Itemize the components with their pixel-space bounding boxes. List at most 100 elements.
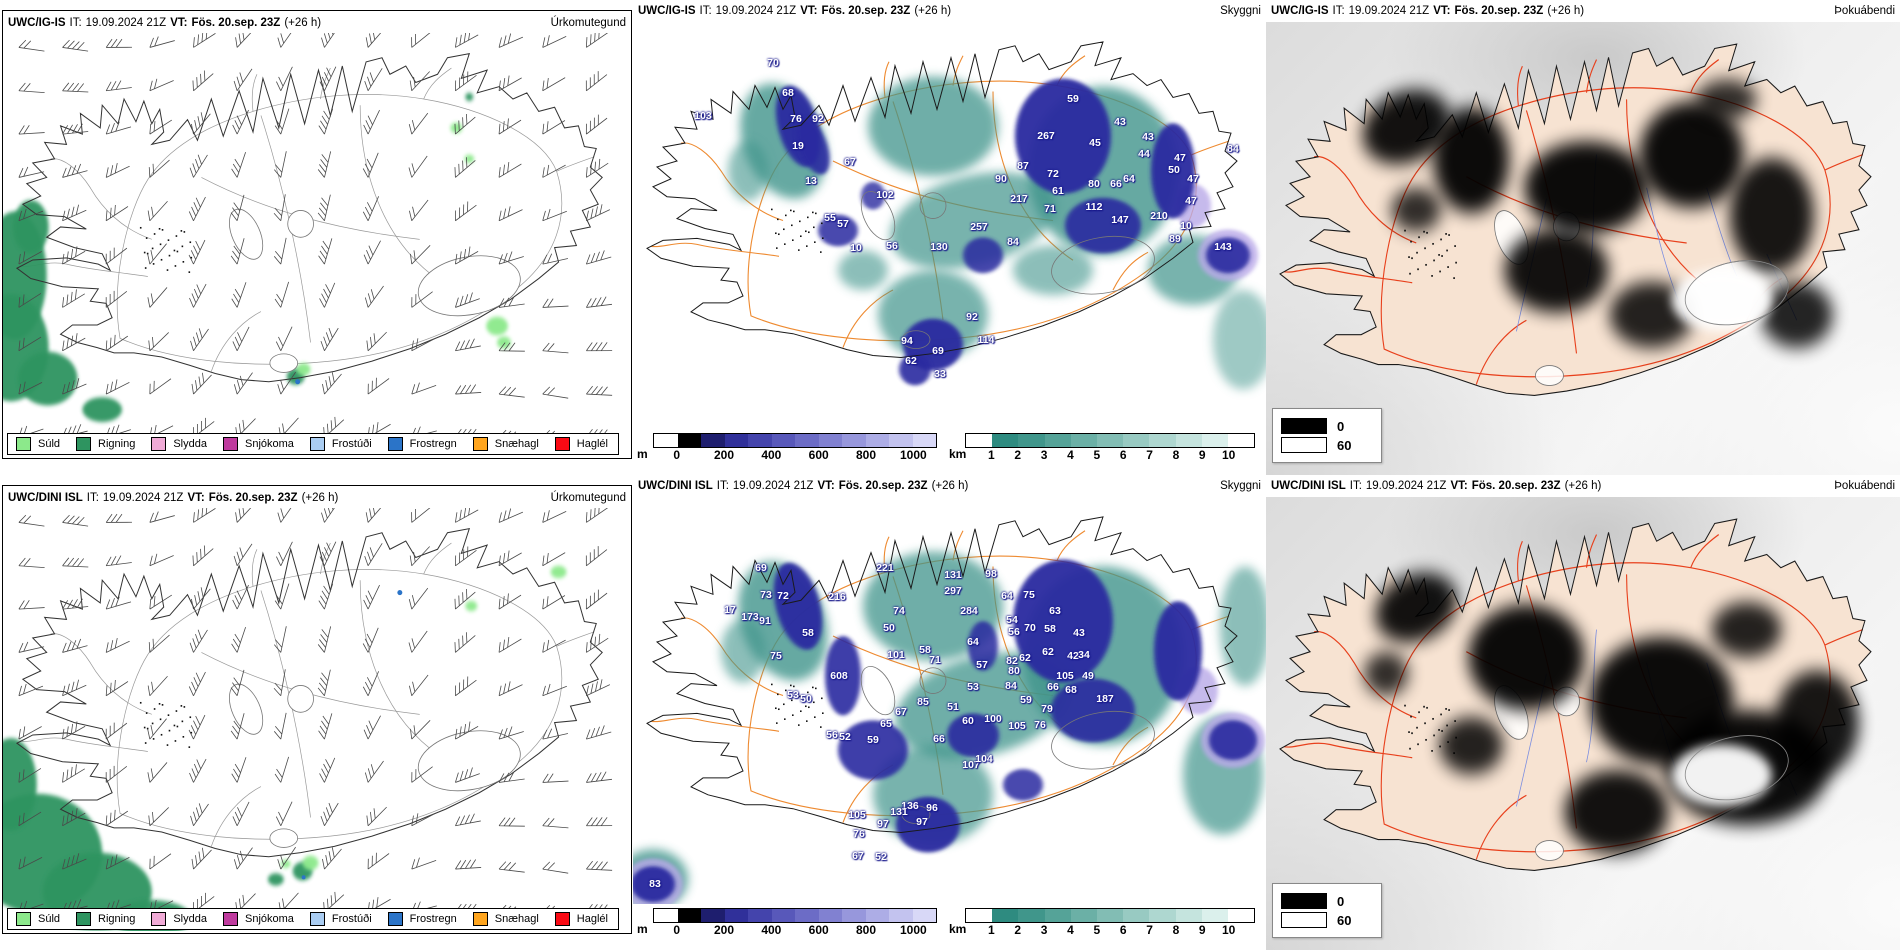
precip-map [3, 508, 631, 931]
colorbar-tick: 800 [855, 448, 877, 462]
panel-fog-igis: UWC/IG-IS IT: 19.09.2024 21Z VT: Fös. 20… [1266, 0, 1900, 475]
map-frame: UWC/DINI ISL IT: 19.09.2024 21Z VT: Fös.… [2, 485, 632, 934]
valid-time-value: Fös. 20.sep. 23Z [838, 480, 928, 492]
valid-time-value: Fös. 20.sep. 23Z [1454, 5, 1544, 17]
colorbar-tick: 7 [1146, 448, 1153, 462]
init-time-value: 19.09.2024 21Z [1348, 5, 1430, 17]
colorbar-tick: 1000 [899, 448, 927, 462]
colorbar-unit: km [949, 447, 967, 461]
colorbar-tick: 1 [988, 923, 995, 937]
legend-label: Frostregn [409, 438, 457, 450]
legend-label: Frostregn [409, 913, 457, 925]
colorbar-tick: 6 [1119, 448, 1127, 462]
colorbar-unit: km [949, 922, 967, 936]
legend-label: Súld [38, 913, 61, 925]
precip-legend-item: Slydda [151, 437, 207, 451]
panel-header: UWC/IG-IS IT: 19.09.2024 21Z VT: Fös. 20… [1266, 0, 1900, 22]
colorbar-tick: 800 [855, 923, 877, 937]
legend-label: Frostúði [331, 438, 372, 450]
legend-swatch [387, 437, 403, 451]
colorbar-tick: 200 [713, 923, 735, 937]
legend-swatch [76, 912, 92, 926]
init-time-label: IT: [716, 480, 729, 492]
colorbar-tick: 8 [1172, 923, 1180, 937]
legend-swatch [1281, 893, 1327, 909]
colorbar-tick: 1000 [899, 923, 927, 937]
colorbar-tick: 2 [1014, 923, 1022, 937]
colorbar-cells [965, 433, 1255, 448]
product-name: Úrkomutegund [550, 17, 626, 29]
colorbar-tick: 400 [761, 923, 782, 937]
model-label: UWC/DINI ISL [1271, 480, 1346, 492]
legend-swatch [309, 437, 325, 451]
product-name: Skyggni [1220, 480, 1261, 492]
colorbar-tick: 600 [808, 923, 829, 937]
fog-legend-row: 60 [1281, 912, 1373, 928]
colorbar-tick: 400 [761, 448, 782, 462]
init-time-label: IT: [1332, 5, 1345, 17]
colorbar-cells [965, 908, 1255, 923]
precip-legend-item: Snæhagl [472, 437, 539, 451]
legend-swatch [151, 912, 167, 926]
model-label: UWC/IG-IS [8, 17, 66, 29]
panel-header: UWC/IG-IS IT: 19.09.2024 21Z VT: Fös. 20… [3, 12, 631, 34]
legend-label: Frostúði [331, 913, 372, 925]
init-time-label: IT: [69, 17, 82, 29]
legend-label: Snæhagl [494, 913, 539, 925]
visibility-colorbar: km 1 2 3 4 5 6 7 8 9 10 [949, 908, 1255, 938]
panel-precip-dini: UWC/DINI ISL IT: 19.09.2024 21Z VT: Fös.… [0, 475, 633, 950]
valid-time-label: VT: [1450, 480, 1468, 492]
model-label: UWC/DINI ISL [638, 480, 713, 492]
legend-swatch [472, 912, 488, 926]
valid-time-value: Fös. 20.sep. 23Z [208, 492, 298, 504]
colorbar-tick: 3 [1040, 448, 1048, 462]
fog-scale-legend: 0 60 [1272, 408, 1382, 463]
init-time-value: 19.09.2024 21Z [85, 17, 167, 29]
valid-time-value: Fös. 20.sep. 23Z [191, 17, 281, 29]
panel-precip-igis: UWC/IG-IS IT: 19.09.2024 21Z VT: Fös. 20… [0, 0, 633, 475]
lead-time: (+26 h) [1547, 5, 1585, 17]
legend-swatch [1281, 418, 1327, 434]
colorbar-tick: 1 [988, 448, 995, 462]
panel-cloudbase-dini: UWC/DINI ISL IT: 19.09.2024 21Z VT: Fös.… [633, 475, 1266, 950]
precip-legend-item: Rigning [76, 437, 135, 451]
legend-swatch [151, 437, 167, 451]
init-time-value: 19.09.2024 21Z [1365, 480, 1447, 492]
cloudbase-colorbar: m 0 200 400 600 800 1000 [637, 908, 937, 938]
fog-map [1266, 22, 1900, 475]
legend-label: Haglél [576, 438, 608, 450]
precip-legend-item: Snjókoma [222, 437, 294, 451]
legend-label: Rigning [98, 438, 136, 450]
colorbar-unit: m [637, 922, 648, 936]
legend-label: Snjókoma [244, 913, 294, 925]
valid-time-label: VT: [1433, 5, 1451, 17]
init-time-label: IT: [86, 492, 99, 504]
colorbar-tick: 0 [673, 448, 680, 462]
panel-header: UWC/DINI ISL IT: 19.09.2024 21Z VT: Fös.… [1266, 475, 1900, 497]
colorbar-tick: 4 [1067, 923, 1074, 937]
valid-time-value: Fös. 20.sep. 23Z [821, 5, 911, 17]
panel-header: UWC/IG-IS IT: 19.09.2024 21Z VT: Fös. 20… [633, 0, 1266, 22]
init-time-label: IT: [699, 5, 712, 17]
lead-time: (+26 h) [1564, 480, 1602, 492]
panel-header: UWC/DINI ISL IT: 19.09.2024 21Z VT: Fös.… [633, 475, 1266, 497]
colorbar-tick: 10 [1221, 448, 1236, 462]
precip-legend-item: Frostúði [309, 912, 372, 926]
colorbar-tick: 7 [1146, 923, 1153, 937]
lead-time: (+26 h) [931, 480, 969, 492]
valid-time-label: VT: [187, 492, 205, 504]
precip-legend-item: Slydda [151, 912, 207, 926]
legend-label: Snjókoma [244, 438, 294, 450]
colorbar-tick: 9 [1198, 448, 1206, 462]
cloudbase-map [633, 497, 1266, 904]
cloudbase-map [633, 22, 1266, 429]
lead-time: (+26 h) [301, 492, 339, 504]
product-name: Þokuábendi [1834, 480, 1895, 492]
legend-label: Rigning [98, 913, 136, 925]
legend-swatch [222, 437, 238, 451]
lead-time: (+26 h) [914, 5, 952, 17]
legend-label: 0 [1337, 893, 1345, 909]
panel-cloudbase-igis: UWC/IG-IS IT: 19.09.2024 21Z VT: Fös. 20… [633, 0, 1266, 475]
colorbar-tick: 8 [1172, 448, 1180, 462]
